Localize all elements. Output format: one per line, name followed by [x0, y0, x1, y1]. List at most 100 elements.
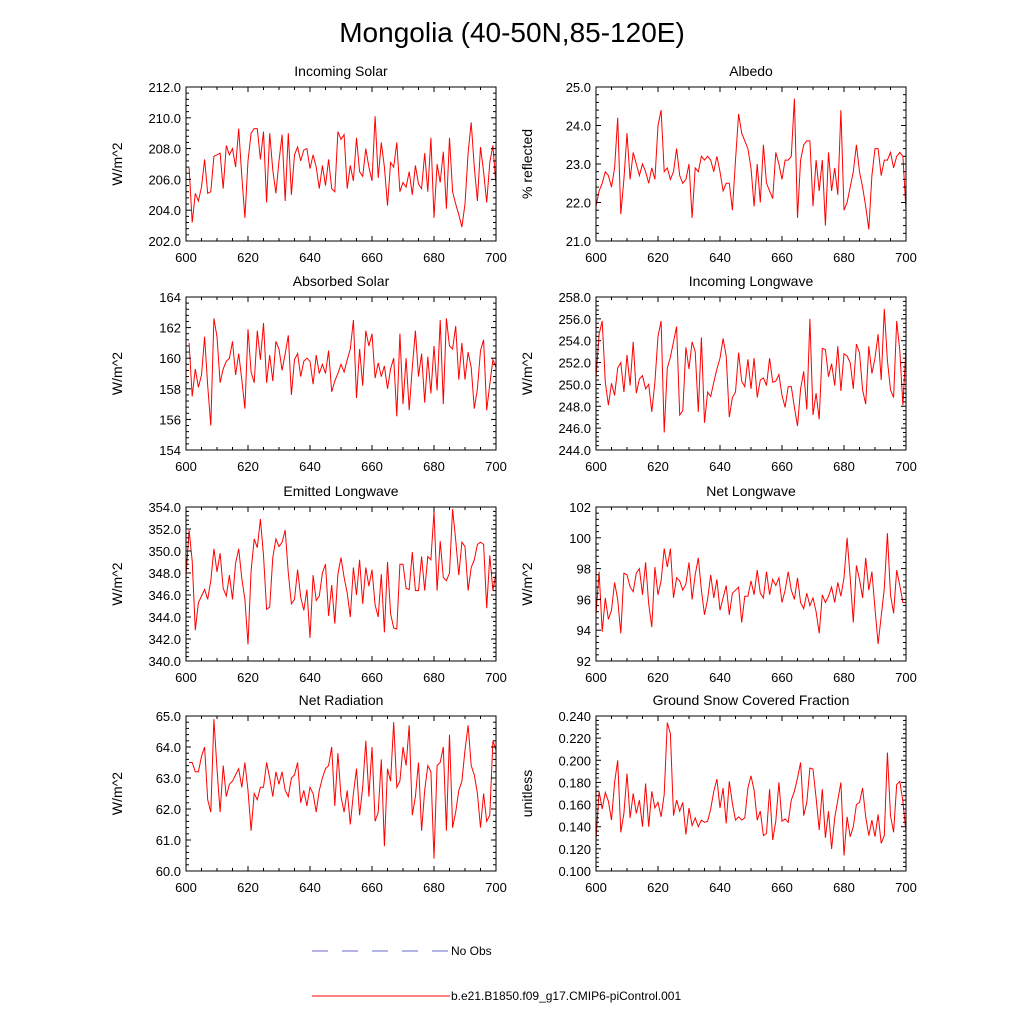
series-line [189, 719, 497, 859]
y-tick-label: 252.0 [558, 356, 591, 371]
x-tick-label: 640 [299, 459, 321, 474]
legend-label-no-obs: No Obs [451, 944, 492, 958]
x-tick-label: 660 [771, 670, 793, 685]
figure-title: Mongolia (40-50N,85-120E) [339, 17, 685, 48]
y-axis-label: W/m^2 [109, 772, 125, 815]
y-tick-label: 0.160 [558, 798, 591, 813]
panel-7: 600 620 640 660 680 700 60.0 61.0 62.0 63.0 64.0 65… [109, 692, 507, 895]
y-tick-label: 204.0 [148, 203, 181, 218]
y-tick-label: 258.0 [558, 290, 591, 305]
y-tick-label: 348.0 [148, 566, 181, 581]
y-axis-label: unitless [519, 770, 535, 817]
x-tick-label: 620 [237, 250, 259, 265]
x-tick-label: 640 [709, 250, 731, 265]
x-tick-label: 620 [647, 459, 669, 474]
y-tick-label: 344.0 [148, 610, 181, 625]
x-tick-label: 660 [361, 459, 383, 474]
x-tick-label: 660 [771, 250, 793, 265]
x-tick-label: 700 [485, 459, 507, 474]
x-tick-label: 620 [237, 670, 259, 685]
legend: No Obs b.e21.B1850.f09_g17.CMIP6-piContr… [312, 944, 681, 1003]
y-tick-label: 23.0 [566, 157, 591, 172]
y-tick-label: 164 [159, 290, 181, 305]
y-tick-label: 63.0 [156, 771, 181, 786]
x-tick-label: 680 [423, 250, 445, 265]
y-tick-label: 22.0 [566, 196, 591, 211]
y-tick-label: 158 [159, 382, 181, 397]
panel-title: Albedo [729, 63, 773, 79]
x-tick-label: 600 [175, 670, 197, 685]
y-tick-label: 21.0 [566, 234, 591, 249]
y-tick-label: 244.0 [558, 443, 591, 458]
x-tick-label: 700 [895, 880, 917, 895]
y-tick-label: 94 [577, 623, 591, 638]
x-tick-label: 620 [647, 250, 669, 265]
y-tick-label: 212.0 [148, 80, 181, 95]
y-tick-label: 0.200 [558, 753, 591, 768]
y-tick-label: 60.0 [156, 864, 181, 879]
y-axis-label: W/m^2 [109, 142, 125, 185]
x-tick-label: 680 [833, 250, 855, 265]
x-tick-label: 600 [175, 250, 197, 265]
panel-5: 600 620 640 660 680 700 340.0 342.0 344.0 346.0 34… [109, 483, 507, 685]
panel-2: 600 620 640 660 680 700 21.0 22.0 23.0 24.0 25.0 Al… [519, 63, 917, 265]
series-line [595, 98, 907, 230]
x-tick-label: 620 [647, 670, 669, 685]
plot-frame [595, 296, 907, 451]
y-tick-label: 354.0 [148, 500, 181, 515]
y-tick-label: 61.0 [156, 833, 181, 848]
x-tick-label: 600 [585, 250, 607, 265]
y-tick-label: 24.0 [566, 119, 591, 134]
x-tick-label: 640 [709, 670, 731, 685]
y-axis-label: % reflected [519, 129, 535, 199]
x-tick-label: 660 [361, 250, 383, 265]
x-tick-label: 660 [771, 880, 793, 895]
y-tick-label: 96 [577, 592, 591, 607]
series-line [595, 308, 907, 433]
panel-4: 600 620 640 660 680 700 244.0 246.0 248.0 250.0 25… [519, 273, 917, 474]
legend-label-model: b.e21.B1850.f09_g17.CMIP6-piControl.001 [451, 989, 681, 1003]
x-tick-label: 640 [299, 880, 321, 895]
x-tick-label: 680 [833, 670, 855, 685]
panel-title: Net Radiation [299, 692, 384, 708]
y-tick-label: 0.240 [558, 709, 591, 724]
y-tick-label: 256.0 [558, 312, 591, 327]
panel-title: Ground Snow Covered Fraction [653, 692, 850, 708]
x-tick-label: 640 [299, 670, 321, 685]
x-tick-label: 680 [423, 459, 445, 474]
x-tick-label: 700 [485, 250, 507, 265]
panels: 600 620 640 660 680 700 202.0 204.0 206.0 208.0 21… [109, 63, 917, 895]
x-tick-label: 700 [895, 250, 917, 265]
series-line [595, 722, 907, 856]
y-tick-label: 160 [159, 351, 181, 366]
y-tick-label: 208.0 [148, 142, 181, 157]
panel-6: 600 620 640 660 680 700 92 94 96 98 100 102 Net Long… [519, 483, 917, 685]
series-line [185, 509, 497, 645]
x-tick-label: 660 [771, 459, 793, 474]
x-tick-label: 620 [647, 880, 669, 895]
series-line [188, 116, 497, 228]
y-tick-label: 246.0 [558, 421, 591, 436]
panel-title: Absorbed Solar [293, 273, 390, 289]
x-tick-label: 680 [833, 880, 855, 895]
y-tick-label: 250.0 [558, 377, 591, 392]
x-tick-label: 660 [361, 880, 383, 895]
panel-title: Incoming Solar [294, 63, 388, 79]
series-line [188, 318, 497, 426]
panel-title: Incoming Longwave [689, 273, 814, 289]
plot-frame [185, 86, 497, 242]
x-tick-label: 640 [709, 880, 731, 895]
panel-title: Emitted Longwave [283, 483, 398, 499]
x-tick-label: 660 [361, 670, 383, 685]
plot-frame [185, 506, 497, 662]
y-tick-label: 0.120 [558, 842, 591, 857]
y-tick-label: 100 [569, 531, 591, 546]
x-tick-label: 680 [423, 670, 445, 685]
y-tick-label: 350.0 [148, 544, 181, 559]
x-tick-label: 600 [585, 880, 607, 895]
x-tick-label: 620 [237, 880, 259, 895]
y-tick-label: 62.0 [156, 802, 181, 817]
y-tick-label: 0.220 [558, 731, 591, 746]
x-tick-label: 640 [299, 250, 321, 265]
